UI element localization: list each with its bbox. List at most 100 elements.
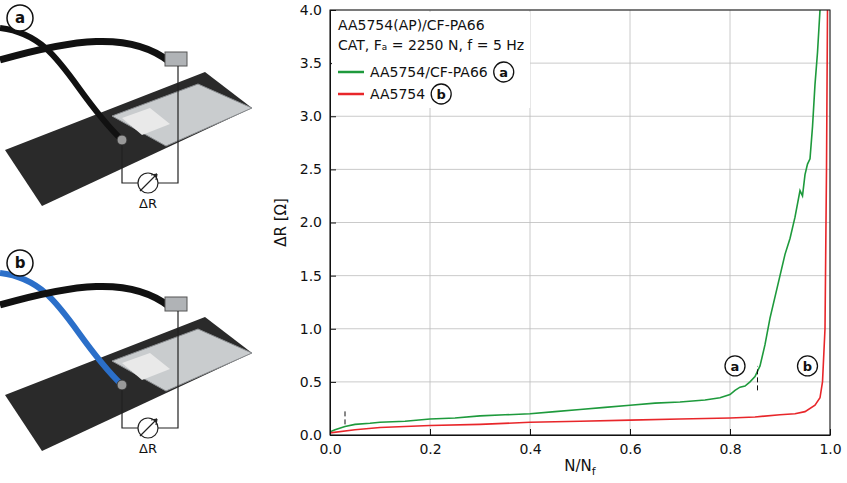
- event-mark: [757, 366, 758, 390]
- ohmmeter-arrow: [140, 174, 157, 191]
- legend-subtitle: CAT, Fₐ = 2250 N, f = 5 Hz: [338, 37, 524, 53]
- photo-label: b: [15, 254, 26, 272]
- ohmmeter: [138, 173, 158, 193]
- cfrp-plate: [5, 317, 252, 451]
- adhesive-patch: [122, 108, 170, 135]
- legend-title: AA5754(AP)/CF-PA66: [338, 17, 485, 33]
- ohmmeter: [138, 418, 158, 438]
- annotations: ab: [725, 356, 818, 376]
- grid-line: [330, 169, 830, 170]
- x-axis-title: N/Nf: [564, 457, 597, 478]
- clamp: [165, 297, 187, 311]
- tick-mark: [330, 435, 336, 436]
- tick: 0.4: [519, 429, 541, 457]
- series-line: [330, 10, 820, 432]
- ohmmeter-arrow: [140, 419, 157, 436]
- aluminium-sheet: [112, 84, 252, 146]
- tick-label: 4.0: [300, 2, 322, 18]
- tick: 1.0: [819, 429, 841, 457]
- tick-mark: [630, 429, 631, 435]
- legend-swatch: [338, 71, 364, 74]
- legend-swatch: [338, 93, 364, 96]
- tick: 0.0: [300, 427, 336, 443]
- cfrp-plate: [5, 72, 252, 206]
- tick: 1.0: [300, 321, 336, 337]
- tick: 3.5: [300, 55, 336, 71]
- x-axis: 0.00.20.40.60.81.0: [319, 429, 841, 457]
- tick-mark: [330, 276, 336, 277]
- tick-mark: [430, 429, 431, 435]
- aluminium-sheet: [112, 329, 252, 391]
- cable: [0, 41, 170, 62]
- tick: 2.5: [300, 161, 336, 177]
- y-axis-title: ΔR [Ω]: [272, 198, 290, 247]
- badge-label: a: [731, 359, 740, 374]
- tick-label: 0.4: [519, 441, 541, 457]
- legend-label: AA5754: [370, 86, 425, 102]
- tick-mark: [330, 10, 336, 11]
- tick: 1.5: [300, 268, 336, 284]
- adhesive-patch: [122, 353, 170, 380]
- tick-mark: [330, 116, 336, 117]
- tick-label: 1.0: [300, 321, 322, 337]
- tick-mark: [530, 429, 531, 435]
- tick-label: 0.5: [300, 374, 322, 390]
- legend: AA5754(AP)/CF-PA66 CAT, Fₐ = 2250 N, f = …: [332, 12, 530, 108]
- tick-label: 1.0: [819, 441, 841, 457]
- circuit-line: [122, 311, 178, 428]
- badge-label: a: [499, 65, 508, 80]
- tick-label: 0.0: [300, 427, 322, 443]
- axis-line: [331, 435, 831, 436]
- plot-frame: [330, 10, 830, 435]
- grid-line: [330, 381, 830, 382]
- contact: [117, 135, 127, 145]
- grid-line: [330, 116, 830, 117]
- series-group: [330, 10, 828, 433]
- grid-line: [330, 328, 830, 329]
- badge-label: b: [437, 87, 446, 102]
- plot-background: [330, 10, 830, 435]
- series-line: [330, 10, 828, 433]
- tick-label: 0.8: [719, 441, 741, 457]
- photo: ΔRb: [0, 250, 252, 456]
- x-axis-title-main: N/N: [564, 457, 592, 475]
- badge-circle: [798, 356, 818, 376]
- badge-circle: [494, 62, 514, 82]
- grid-line: [330, 275, 830, 276]
- clamp: [165, 52, 187, 66]
- tick-mark: [830, 429, 831, 435]
- circuit-line: [122, 66, 178, 183]
- tick-label: 3.5: [300, 55, 322, 71]
- photo-label: a: [15, 9, 25, 27]
- tick-label: 0.2: [419, 441, 441, 457]
- badge-circle: [431, 84, 451, 104]
- badge-label: b: [803, 359, 812, 374]
- badge-circle: [725, 356, 745, 376]
- meter-label: ΔR: [139, 196, 157, 211]
- tick: 0.2: [419, 429, 441, 457]
- tick-label: 0.0: [319, 441, 341, 457]
- cable: [0, 286, 170, 307]
- grid-line: [330, 222, 830, 223]
- event-mark: [345, 408, 346, 424]
- tick-mark: [330, 382, 336, 383]
- tick: 0.5: [300, 374, 336, 390]
- tick-mark: [330, 169, 336, 170]
- y-axis: 0.0 0.5 1.0 1.5 2.0 2.5 3.0 3.5 4.0: [300, 2, 336, 443]
- legend-background: [332, 12, 530, 108]
- figure: ΔRaΔRb0.00.20.40.60.81.00.00.51.01.52.02…: [0, 0, 847, 483]
- tick: 2.0: [300, 214, 336, 230]
- badge: [7, 250, 33, 276]
- photo: ΔR a: [0, 5, 252, 211]
- tick: 4.0: [300, 2, 336, 18]
- tick-mark: [730, 429, 731, 435]
- badge: [7, 5, 33, 31]
- tick: 3.0: [300, 108, 336, 124]
- x-axis-title-subscript: f: [592, 465, 597, 478]
- tick-mark: [330, 329, 336, 330]
- tick-label: 1.5: [300, 268, 322, 284]
- legend-label: AA5754/CF-PA66: [370, 64, 488, 80]
- tick-label: 2.5: [300, 161, 322, 177]
- tick-label: 2.0: [300, 214, 322, 230]
- tick-mark: [330, 223, 336, 224]
